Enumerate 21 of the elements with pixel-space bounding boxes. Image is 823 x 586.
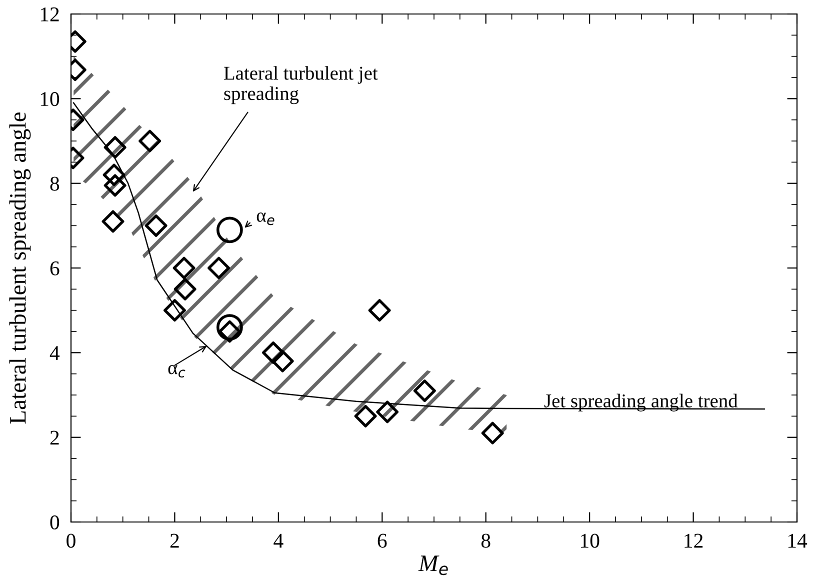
x-tick-label: 8 (481, 534, 490, 548)
x-tick-label: 10 (580, 534, 600, 548)
annotation: α$_{c}$ (168, 364, 186, 378)
x-tick-label: 6 (378, 534, 387, 548)
annotation: Jet spreading angle trend (544, 394, 738, 412)
y-axis-title: Lateral turbulent spreading angle (9, 112, 31, 424)
x-tick-label: 2 (170, 534, 179, 548)
y-tick-label: 12 (40, 7, 59, 22)
x-tick-label: 14 (788, 534, 808, 548)
y-tick-label: 2 (50, 430, 59, 445)
y-tick-label: 8 (50, 176, 60, 191)
y-tick-label: 10 (40, 92, 60, 106)
x-tick-label: 0 (66, 534, 76, 548)
x-tick-label: 12 (684, 534, 703, 548)
y-tick-label: 6 (50, 261, 60, 276)
annotation: α$_{e}$ (256, 212, 274, 226)
x-tick-label: 4 (274, 534, 284, 548)
y-tick-label: 0 (50, 515, 60, 530)
x-axis-title: M$_{e}$ (418, 556, 448, 576)
annotation: Lateral turbulent jet spreading (224, 66, 378, 104)
y-tick-label: 4 (50, 346, 60, 360)
